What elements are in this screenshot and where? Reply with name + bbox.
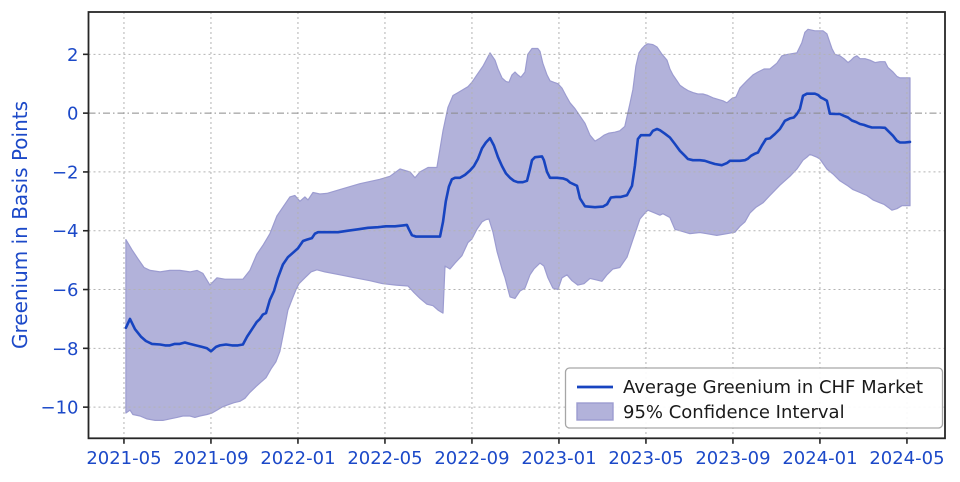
grid-layer xyxy=(88,12,945,439)
legend-label-line: Average Greenium in CHF Market xyxy=(623,377,923,398)
y-tick-label: −4 xyxy=(52,221,79,242)
y-tick-label: −2 xyxy=(52,162,79,183)
plot-frame xyxy=(87,11,946,440)
legend: Average Greenium in CHF Market 95% Confi… xyxy=(564,367,944,429)
x-tick-label: 2023-01 xyxy=(521,448,596,469)
x-tick-label: 2021-05 xyxy=(86,448,161,469)
x-tick-label: 2021-09 xyxy=(173,448,248,469)
legend-patch-swatch xyxy=(576,402,614,421)
y-axis-title: Greenium in Basis Points xyxy=(8,101,32,349)
x-tick-label: 2022-01 xyxy=(260,448,335,469)
x-tick-label: 2022-09 xyxy=(434,448,509,469)
confidence-band-layer xyxy=(125,28,911,421)
y-tick-label: −10 xyxy=(41,398,79,419)
x-tick-label: 2023-05 xyxy=(608,448,683,469)
y-tick-label: −6 xyxy=(52,280,79,301)
x-tick-label: 2023-09 xyxy=(695,448,770,469)
y-tick-label: 2 xyxy=(67,45,78,66)
x-tick-label: 2024-01 xyxy=(782,448,857,469)
plot-frame-layer xyxy=(87,11,946,440)
mean-line-layer xyxy=(124,92,912,353)
legend-frame xyxy=(564,367,944,429)
confidence-band xyxy=(125,28,911,421)
x-tick-label: 2022-05 xyxy=(347,448,422,469)
y-tick-label: −8 xyxy=(52,339,79,360)
greenium-mean-line xyxy=(124,92,912,353)
x-tick-label: 2024-05 xyxy=(869,448,944,469)
legend-label-band: 95% Confidence Interval xyxy=(623,402,845,423)
y-tick-label: 0 xyxy=(67,104,78,125)
tick-layer: 2021-05 2021-09 2022-01 2022-05 2022-09 2023-… xyxy=(41,45,945,469)
